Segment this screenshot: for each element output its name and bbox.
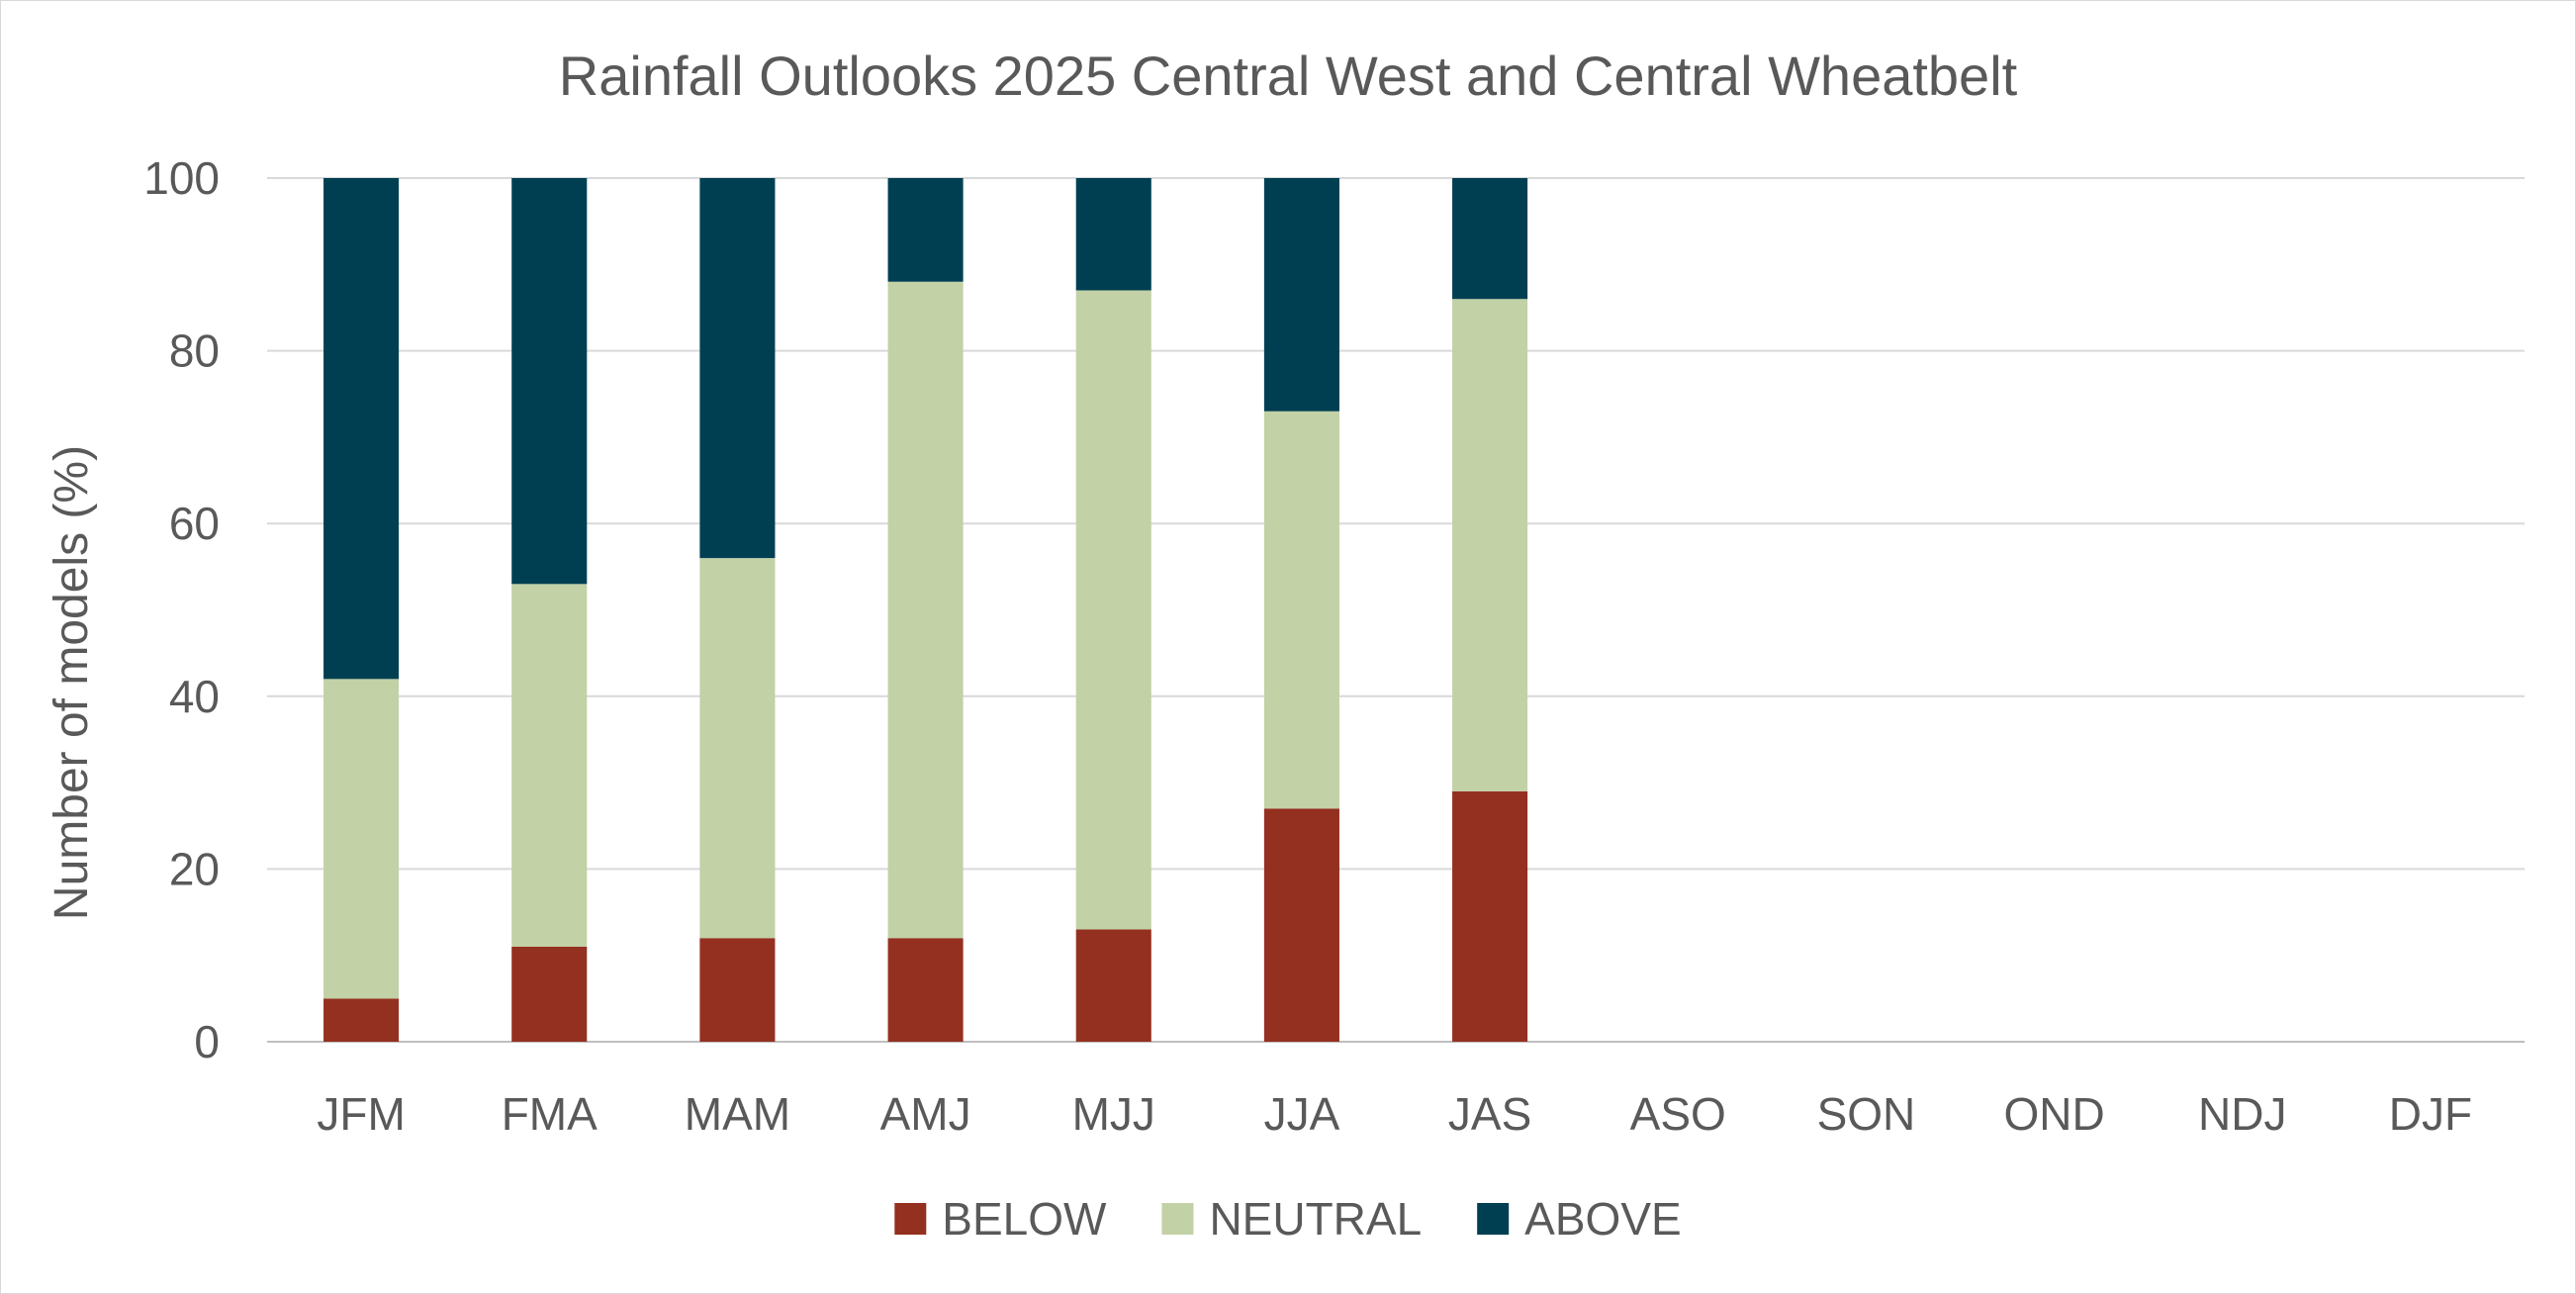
bar-neutral-amj [887,281,964,939]
y-axis-label: Number of models (%) [46,445,98,920]
y-tick-label: 20 [169,843,220,894]
chart-title: Rainfall Outlooks 2025 Central West and … [559,45,2018,107]
bar-above-jas [1452,178,1528,300]
bar-below-jfm [323,998,400,1042]
bar-above-mam [699,178,776,559]
bar-above-mjj [1075,178,1151,291]
legend-swatch [1161,1203,1194,1235]
bar-below-fma [511,946,588,1042]
legend-label: BELOW [942,1193,1107,1245]
legend-swatch [894,1203,927,1235]
legend-item-above: ABOVE [1477,1193,1682,1245]
bar-below-jas [1452,790,1528,1042]
bar-above-amj [887,178,964,282]
x-tick-label: MAM [685,1088,790,1140]
bar-neutral-jas [1452,299,1528,791]
y-tick-label: 80 [169,325,220,377]
x-tick-label: FMA [502,1088,598,1140]
legend-label: NEUTRAL [1209,1193,1422,1245]
legend-item-below: BELOW [894,1193,1107,1245]
y-tick-label: 100 [143,152,220,204]
x-tick-label: OND [2003,1088,2104,1140]
x-tick-label: SON [1817,1088,1916,1140]
x-tick-label: JAS [1448,1088,1531,1140]
legend-swatch [1477,1203,1510,1235]
bar-neutral-fma [511,584,588,947]
x-tick-label: JFM [317,1088,405,1140]
y-axis-ticks: 0 20 40 60 80 100 [143,152,220,1067]
x-tick-label: DJF [2389,1088,2472,1140]
legend-label: ABOVE [1524,1193,1682,1245]
x-tick-label: JJA [1264,1088,1340,1140]
bars [323,178,1528,1042]
bar-below-jja [1263,808,1339,1042]
y-tick-label: 60 [169,498,220,549]
bar-neutral-jfm [323,679,400,999]
gridlines [267,177,2525,1043]
legend-item-neutral: NEUTRAL [1161,1193,1422,1245]
x-tick-label: AMJ [880,1088,971,1140]
x-tick-label: MJJ [1072,1088,1155,1140]
y-tick-label: 40 [169,671,220,722]
bar-above-jfm [323,178,400,680]
bar-below-amj [887,938,964,1042]
bar-above-jja [1263,178,1339,412]
legend: BELOW NEUTRAL ABOVE [894,1193,1682,1245]
bar-below-mjj [1075,929,1151,1042]
x-tick-label: NDJ [2198,1088,2286,1140]
x-axis-ticks: JFM FMA MAM AMJ MJJ JJA JAS ASO SON OND NDJ DJF [317,1088,2472,1140]
bar-neutral-mam [699,558,776,939]
bar-neutral-mjj [1075,290,1151,930]
bar-neutral-jja [1263,411,1339,809]
bar-above-fma [511,178,588,585]
bar-below-mam [699,938,776,1042]
y-tick-label: 0 [194,1016,220,1067]
x-tick-label: ASO [1630,1088,1726,1140]
